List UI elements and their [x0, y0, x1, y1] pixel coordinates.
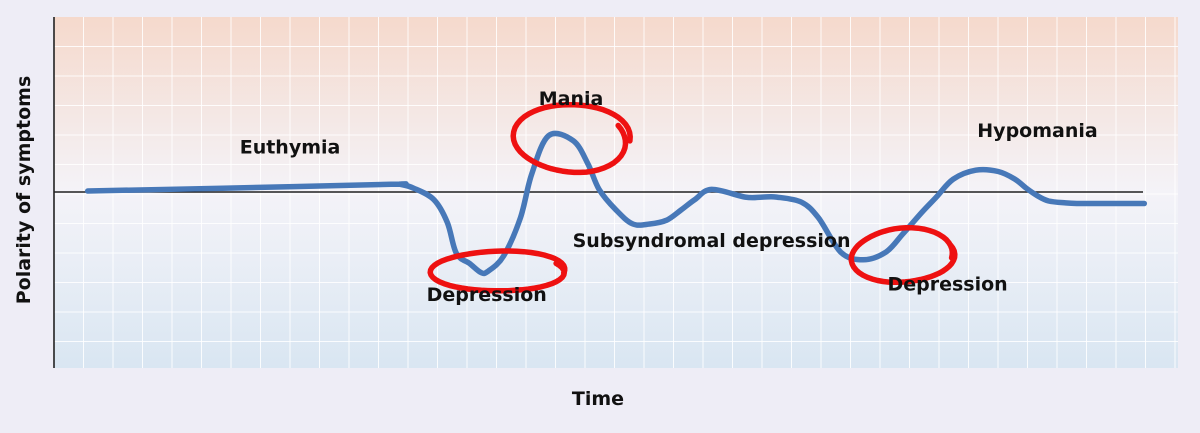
annotation-label: Hypomania — [977, 120, 1097, 142]
x-axis-label: Time — [572, 388, 624, 410]
highlight-circle — [848, 224, 958, 286]
annotation-label: Mania — [539, 88, 604, 110]
highlight-marks — [427, 101, 958, 294]
annotation-label: Euthymia — [240, 137, 341, 159]
annotation-label: Subsyndromal depression — [573, 230, 851, 252]
series-line — [84, 130, 1148, 277]
annotation-label: Depression — [427, 284, 547, 306]
annotation-label: Depression — [887, 274, 1007, 296]
y-axis-label: Polarity of symptoms — [13, 76, 35, 305]
highlight-circle — [510, 101, 633, 176]
annotations: Euthymia Mania Depression Subsyndromal depr… — [240, 88, 1098, 306]
highlight-circle — [427, 248, 568, 294]
